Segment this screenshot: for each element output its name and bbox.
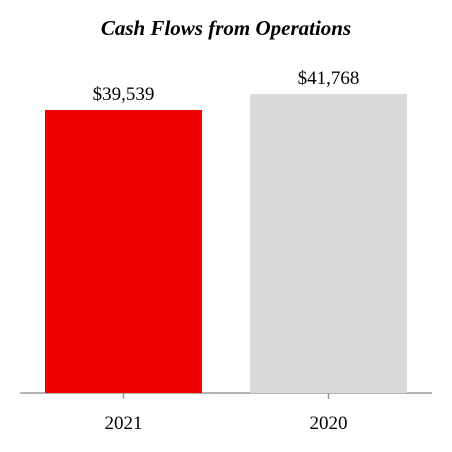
x-tick-label: 2020 [310, 413, 348, 434]
chart-title: Cash Flows from Operations [100, 16, 352, 40]
x-tick-label: 2021 [105, 413, 143, 434]
bar-2021 [45, 110, 202, 393]
bar-value-label: $41,768 [298, 68, 360, 89]
bar-2020 [250, 94, 407, 393]
bar-value-label: $39,539 [93, 84, 155, 105]
